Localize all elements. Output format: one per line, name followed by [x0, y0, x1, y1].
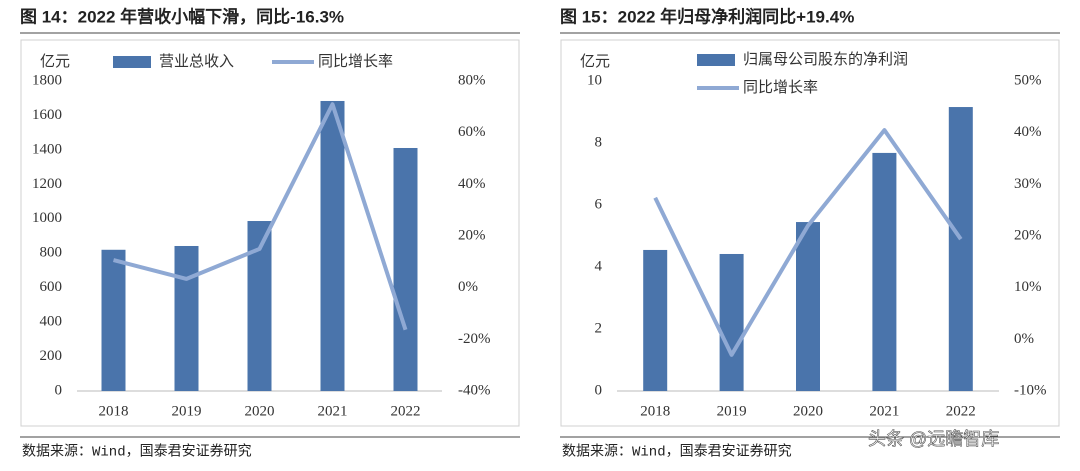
x-tick-label: 2022 — [391, 403, 421, 419]
line-series — [653, 128, 963, 357]
legend-swatch — [113, 56, 151, 68]
y2-tick-label: 0% — [1014, 331, 1034, 347]
y-tick-label: 800 — [40, 245, 63, 261]
y-tick-label: 200 — [40, 348, 63, 364]
watermark: 头条 @远瞻智库 — [868, 429, 999, 449]
y-tick-label: 0 — [55, 382, 63, 398]
source: 数据来源：Wind，国泰君安证券研究 — [562, 444, 792, 461]
legend-label: 同比增长率 — [743, 79, 818, 96]
x-tick-label: 2020 — [793, 403, 823, 419]
x-tick-label: 2021 — [318, 403, 348, 419]
y-tick-label: 400 — [40, 314, 63, 330]
y-axis-label: 亿元 — [580, 53, 610, 70]
y-tick-label: 1400 — [32, 141, 62, 157]
y2-tick-label: -20% — [458, 331, 491, 347]
y2-tick-label: -40% — [458, 382, 491, 398]
y2-tick-label: 0% — [458, 279, 478, 295]
y2-tick-label: 20% — [1014, 227, 1042, 243]
y-tick-label: 8 — [595, 134, 603, 150]
chart-title: 图 15：2022 年归母净利润同比+19.4% — [560, 6, 854, 26]
y2-tick-label: -10% — [1014, 382, 1047, 398]
y-tick-label: 0 — [595, 382, 603, 398]
bar — [796, 222, 820, 391]
y-axis-label: 亿元 — [40, 53, 70, 70]
source: 数据来源：Wind，国泰君安证券研究 — [22, 444, 252, 461]
x-tick-label: 2019 — [717, 403, 747, 419]
x-tick-label: 2018 — [99, 403, 129, 419]
y2-tick-label: 50% — [1014, 72, 1042, 88]
y-tick-label: 2 — [595, 320, 603, 336]
y-tick-label: 1800 — [32, 72, 62, 88]
chart-title: 图 14：2022 年营收小幅下滑，同比-16.3% — [20, 6, 344, 26]
y2-tick-label: 60% — [458, 124, 486, 140]
x-tick-label: 2019 — [172, 403, 202, 419]
bar — [872, 152, 897, 391]
bar — [320, 100, 345, 391]
bar — [174, 245, 199, 391]
x-tick-label: 2022 — [946, 403, 976, 419]
y2-tick-label: 40% — [1014, 124, 1042, 140]
line-series — [112, 102, 408, 331]
y2-tick-label: 20% — [458, 227, 486, 243]
chart-frame — [20, 39, 520, 427]
legend-label: 同比增长率 — [318, 53, 393, 70]
y-tick-label: 1000 — [32, 210, 62, 226]
legend-label: 归属母公司股东的净利润 — [743, 51, 908, 68]
bar — [101, 249, 126, 391]
y2-tick-label: 10% — [1014, 279, 1042, 295]
y-tick-label: 4 — [595, 258, 603, 274]
x-tick-label: 2021 — [869, 403, 899, 419]
x-tick-label: 2020 — [245, 403, 275, 419]
chart-frame — [560, 39, 1060, 427]
y-tick-label: 1200 — [32, 176, 62, 192]
legend-swatch — [697, 54, 735, 66]
y2-tick-label: 80% — [458, 72, 486, 88]
y2-tick-label: 30% — [1014, 176, 1042, 192]
bar — [393, 147, 418, 391]
y-tick-label: 6 — [595, 196, 603, 212]
bar — [643, 249, 668, 391]
y-tick-label: 10 — [587, 72, 602, 88]
y-tick-label: 1600 — [32, 107, 62, 123]
y2-tick-label: 40% — [458, 176, 486, 192]
x-tick-label: 2018 — [640, 403, 670, 419]
y-tick-label: 600 — [40, 279, 63, 295]
bar — [948, 107, 973, 391]
legend-label: 营业总收入 — [159, 53, 234, 70]
bar — [719, 253, 744, 391]
